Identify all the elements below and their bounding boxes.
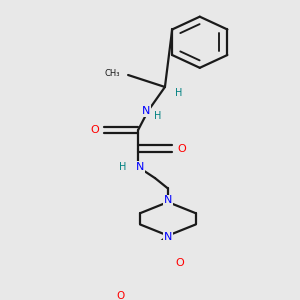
Text: H: H (175, 88, 182, 98)
Text: N: N (136, 162, 144, 172)
Text: O: O (90, 125, 99, 135)
Text: O: O (178, 143, 186, 154)
Text: N: N (164, 232, 172, 242)
Text: H: H (119, 162, 126, 172)
Text: O: O (176, 258, 184, 268)
Text: H: H (154, 111, 162, 121)
Text: O: O (116, 291, 124, 300)
Text: CH₃: CH₃ (105, 69, 120, 78)
Text: N: N (164, 196, 172, 206)
Text: N: N (142, 106, 150, 116)
